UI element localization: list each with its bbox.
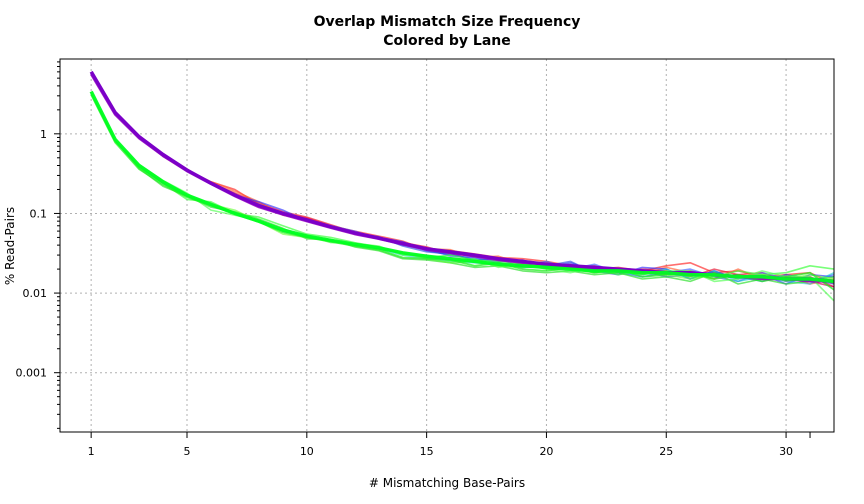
grid-lines [60, 59, 834, 432]
series-line [89, 90, 834, 284]
y-tick-label: 0.001 [16, 367, 48, 380]
x-tick-label: 20 [539, 445, 553, 458]
x-tick-label: 15 [420, 445, 434, 458]
chart-subtitle: Colored by Lane [383, 33, 510, 49]
y-tick-label: 0.01 [23, 287, 48, 300]
x-tick-label: 10 [300, 445, 314, 458]
x-tick-label: 25 [659, 445, 673, 458]
y-axis-label: % Read-Pairs [3, 207, 17, 285]
series-line [90, 92, 834, 278]
y-tick-label: 0.1 [30, 207, 48, 220]
plot-frame [59, 58, 835, 433]
x-tick-label: 1 [88, 445, 95, 458]
series-line [89, 70, 834, 284]
y-tick-label: 1 [40, 128, 47, 141]
chart-title: Overlap Mismatch Size Frequency [314, 14, 581, 30]
x-axis-label: # Mismatching Base-Pairs [369, 476, 525, 490]
x-tick-label: 5 [184, 445, 191, 458]
x-tick-label: 30 [779, 445, 793, 458]
series-lines [89, 70, 834, 302]
series-line [90, 93, 834, 280]
series-line [90, 91, 834, 302]
